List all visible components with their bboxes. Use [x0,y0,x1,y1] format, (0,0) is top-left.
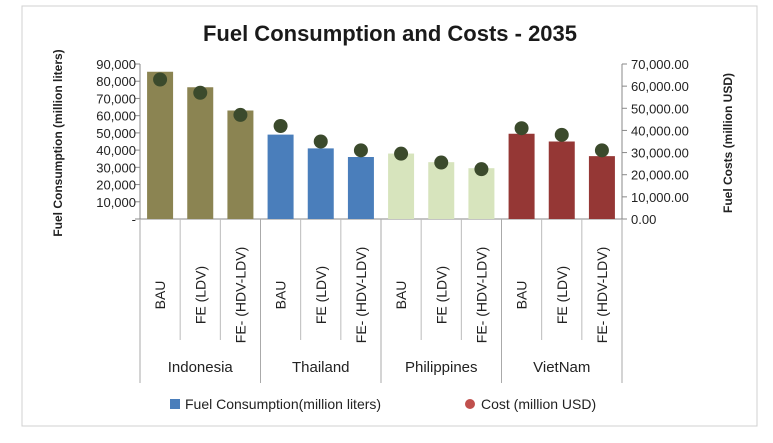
y-tick-label: 10,000 [96,195,136,210]
chart-title: Fuel Consumption and Costs - 2035 [203,21,577,46]
y-tick-label: 20,000 [96,178,136,193]
category-label: BAU [273,281,289,310]
y-tick-label: 90,000 [96,57,136,72]
y-axis-title: Fuel Consumption (million liters) [51,49,65,236]
category-label: FE (LDV) [433,266,449,324]
y2-tick-label: 40,000.00 [631,123,689,138]
cost-dot [273,119,288,133]
group-label: Thailand [292,359,350,376]
cost-dot [434,155,449,170]
y2-tick-label: 50,000.00 [631,101,689,116]
y2-axis-title: Fuel Costs (million USD) [721,73,735,213]
cost-dot [313,134,328,149]
legend: Fuel Consumption(million liters) Cost (mi… [170,396,596,412]
y-tick-label: 70,000 [96,91,136,106]
bar [187,87,214,219]
category-label: BAU [514,281,530,310]
y2-tick-label: 30,000.00 [631,146,689,161]
bar [508,133,535,219]
bar [227,110,254,219]
category-label: FE (LDV) [313,266,329,324]
bar [468,168,495,219]
plot-area: - 10,000 20,000 30,000 40,000 50,000 60,000 70,… [51,49,735,383]
bar [267,134,294,219]
cost-dot [594,143,609,158]
y-tick-label: 50,000 [96,126,136,141]
y2-tick-label: 10,000.00 [631,190,689,205]
category-label: FE- (HDV-LDV) [594,247,610,343]
cost-dot [193,85,208,100]
y-tick-label: 60,000 [96,109,136,124]
bar [428,162,455,219]
category-label: FE- (HDV-LDV) [473,247,489,343]
cost-dot [554,127,569,142]
bar [388,153,415,219]
bar [347,157,374,219]
y-tick-label: 30,000 [96,160,136,175]
category-label: FE- (HDV-LDV) [353,247,369,343]
legend-swatch-fuel [170,399,180,409]
group-label: Philippines [405,359,478,376]
cost-dot [233,107,248,122]
bar [307,148,334,219]
y2-tick-label: 60,000.00 [631,79,689,94]
category-label: FE (LDV) [554,266,570,324]
y2-tick-label: 0.00 [631,212,656,227]
y-tick-label: - [132,212,136,227]
cost-dot [394,146,409,161]
y-tick-label: 40,000 [96,143,136,158]
cost-dot [474,162,489,177]
group-label: Indonesia [168,359,234,376]
cost-dot [353,143,368,158]
category-label: BAU [393,281,409,310]
y2-tick-label: 70,000.00 [631,57,689,72]
category-label: FE- (HDV-LDV) [232,247,248,343]
bar [147,71,174,219]
y-tick-label: 80,000 [96,74,136,89]
legend-label-cost: Cost (million USD) [481,396,596,412]
category-label: BAU [152,281,168,310]
bar [588,156,615,219]
cost-dot [153,72,168,87]
y2-tick-label: 20,000.00 [631,168,689,183]
group-label: VietNam [533,359,590,376]
bar [548,141,575,219]
category-label: FE (LDV) [192,266,208,324]
cost-dot [514,121,529,136]
legend-label-fuel: Fuel Consumption(million liters) [185,396,381,412]
legend-swatch-cost [465,399,475,409]
